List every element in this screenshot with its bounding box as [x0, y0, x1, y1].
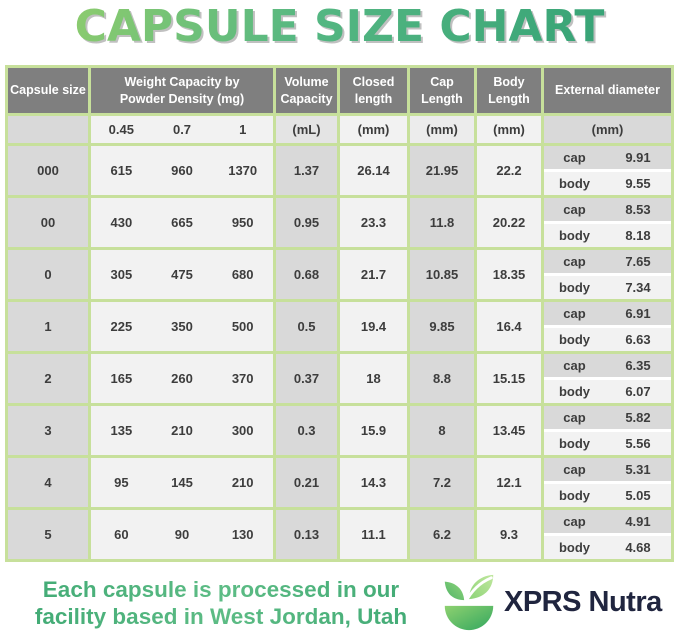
- cap-length-cell: 8.8: [410, 354, 474, 403]
- table-row-2: 2 165 260 370 0.37 18 8.8 15.15 cap 6.35 …: [8, 354, 671, 403]
- body-length-cell: 20.22: [477, 198, 541, 247]
- external-diameter-cell: cap 5.31 body 5.05: [544, 458, 671, 507]
- header-volume-capacity: Volume Capacity: [276, 68, 337, 113]
- footer: Each capsule is processed in our facilit…: [0, 566, 679, 638]
- volume-cell: 0.21: [276, 458, 337, 507]
- weights-cell: 95 145 210: [91, 458, 273, 507]
- footer-note-line2: facility based in West Jordan, Utah: [34, 604, 408, 629]
- units-cap: (mm): [410, 116, 474, 143]
- weights-cell: 305 475 680: [91, 250, 273, 299]
- closed-length-cell: 26.14: [340, 146, 407, 195]
- table-row-000: 000 615 960 1370 1.37 26.14 21.95 22.2 c…: [8, 146, 671, 195]
- page-title: CAPSULE SIZE CHART: [0, 1, 679, 54]
- body-length-cell: 16.4: [477, 302, 541, 351]
- header-external-diameter: External diameter: [544, 68, 671, 113]
- table-row-0: 0 305 475 680 0.68 21.7 10.85 18.35 cap 7…: [8, 250, 671, 299]
- density-0.45: 0.45: [108, 122, 134, 137]
- cap-length-cell: 11.8: [410, 198, 474, 247]
- units-densities: 0.45 0.7 1: [91, 116, 273, 143]
- table-row-3: 3 135 210 300 0.3 15.9 8 13.45 cap 5.82 b…: [8, 406, 671, 455]
- header-closed-length: Closed length: [340, 68, 407, 113]
- size-cell: 000: [8, 146, 88, 195]
- body-length-cell: 12.1: [477, 458, 541, 507]
- size-cell: 0: [8, 250, 88, 299]
- external-diameter-cell: cap 7.65 body 7.34: [544, 250, 671, 299]
- volume-cell: 0.95: [276, 198, 337, 247]
- external-diameter-cell: cap 9.91 body 9.55: [544, 146, 671, 195]
- closed-length-cell: 19.4: [340, 302, 407, 351]
- external-diameter-cell: cap 6.35 body 6.07: [544, 354, 671, 403]
- closed-length-cell: 18: [340, 354, 407, 403]
- size-cell: 2: [8, 354, 88, 403]
- body-length-cell: 18.35: [477, 250, 541, 299]
- volume-cell: 0.5: [276, 302, 337, 351]
- volume-cell: 0.68: [276, 250, 337, 299]
- external-diameter-cell: cap 8.53 body 8.18: [544, 198, 671, 247]
- table-row-00: 00 430 665 950 0.95 23.3 11.8 20.22 cap 8…: [8, 198, 671, 247]
- weights-cell: 165 260 370: [91, 354, 273, 403]
- volume-cell: 0.3: [276, 406, 337, 455]
- closed-length-cell: 21.7: [340, 250, 407, 299]
- units-body: (mm): [477, 116, 541, 143]
- volume-cell: 1.37: [276, 146, 337, 195]
- density-1: 1: [239, 122, 247, 137]
- size-cell: 3: [8, 406, 88, 455]
- units-closed: (mm): [340, 116, 407, 143]
- weights-cell: 225 350 500: [91, 302, 273, 351]
- closed-length-cell: 14.3: [340, 458, 407, 507]
- size-cell: 4: [8, 458, 88, 507]
- body-length-cell: 9.3: [477, 510, 541, 559]
- table-row-5: 5 60 90 130 0.13 11.1 6.2 9.3 cap 4.91 bo…: [8, 510, 671, 559]
- external-diameter-cell: cap 5.82 body 5.56: [544, 406, 671, 455]
- brand-name: XPRS Nutra: [504, 585, 662, 618]
- body-length-cell: 22.2: [477, 146, 541, 195]
- closed-length-cell: 15.9: [340, 406, 407, 455]
- capsule-size-table: Capsule size Weight Capacity by Powder D…: [5, 65, 674, 562]
- cap-length-cell: 7.2: [410, 458, 474, 507]
- leaf-bowl-icon: [444, 574, 494, 631]
- closed-length-cell: 23.3: [340, 198, 407, 247]
- body-length-cell: 13.45: [477, 406, 541, 455]
- table-row-1: 1 225 350 500 0.5 19.4 9.85 16.4 cap 6.91…: [8, 302, 671, 351]
- size-cell: 00: [8, 198, 88, 247]
- table-row-4: 4 95 145 210 0.21 14.3 7.2 12.1 cap 5.31 …: [8, 458, 671, 507]
- volume-cell: 0.13: [276, 510, 337, 559]
- size-cell: 1: [8, 302, 88, 351]
- weights-cell: 430 665 950: [91, 198, 273, 247]
- weights-cell: 135 210 300: [91, 406, 273, 455]
- weights-cell: 60 90 130: [91, 510, 273, 559]
- body-length-cell: 15.15: [477, 354, 541, 403]
- cap-length-cell: 21.95: [410, 146, 474, 195]
- weights-cell: 615 960 1370: [91, 146, 273, 195]
- size-cell: 5: [8, 510, 88, 559]
- external-diameter-cell: cap 6.91 body 6.63: [544, 302, 671, 351]
- header-body-length: Body Length: [477, 68, 541, 113]
- density-0.7: 0.7: [172, 122, 192, 137]
- closed-length-cell: 11.1: [340, 510, 407, 559]
- units-volume: (mL): [276, 116, 337, 143]
- table-units-row: 0.45 0.7 1 (mL) (mm) (mm) (mm) (mm): [8, 116, 671, 143]
- cap-length-cell: 6.2: [410, 510, 474, 559]
- external-diameter-cell: cap 4.91 body 4.68: [544, 510, 671, 559]
- units-capsule-size-empty: [8, 116, 88, 143]
- header-capsule-size: Capsule size: [8, 68, 88, 113]
- cap-length-cell: 8: [410, 406, 474, 455]
- units-external: (mm): [544, 116, 671, 143]
- header-cap-length: Cap Length: [410, 68, 474, 113]
- header-weight-capacity: Weight Capacity by Powder Density (mg): [91, 68, 273, 113]
- cap-length-cell: 10.85: [410, 250, 474, 299]
- footer-note: Each capsule is processed in our facilit…: [0, 574, 442, 631]
- table-header-row: Capsule size Weight Capacity by Powder D…: [8, 68, 671, 113]
- brand-logo: XPRS Nutra: [438, 571, 662, 633]
- cap-length-cell: 9.85: [410, 302, 474, 351]
- footer-note-line1: Each capsule is processed in our: [42, 576, 400, 602]
- volume-cell: 0.37: [276, 354, 337, 403]
